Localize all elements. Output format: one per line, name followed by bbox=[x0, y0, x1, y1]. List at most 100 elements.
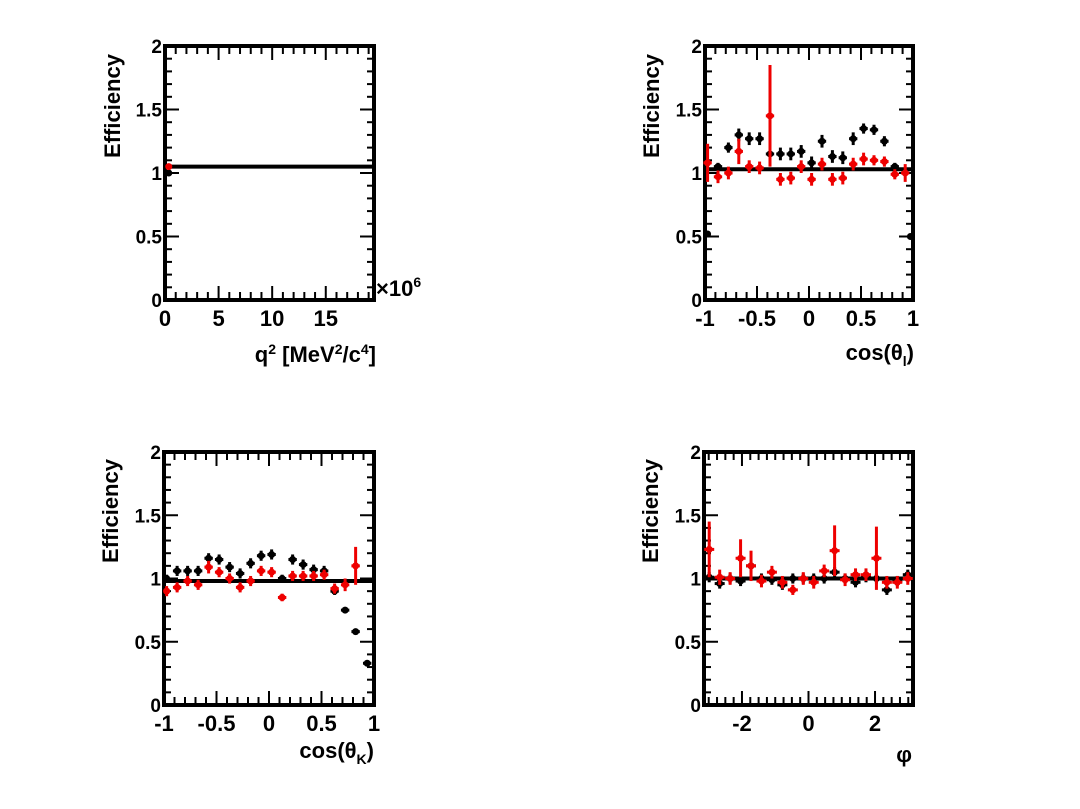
y-tick-label: 0 bbox=[690, 696, 701, 717]
y-tick-label: 0.5 bbox=[136, 228, 163, 249]
black-data-point bbox=[256, 550, 266, 561]
x-tick-label: 0 bbox=[803, 306, 815, 331]
y-tick-label: 1 bbox=[690, 570, 701, 591]
marker bbox=[880, 137, 888, 145]
marker bbox=[831, 547, 839, 555]
marker bbox=[268, 550, 276, 558]
black-data-point bbox=[235, 568, 245, 579]
plot-frame bbox=[162, 450, 376, 707]
y-tick-label: 2 bbox=[150, 443, 161, 464]
marker bbox=[205, 554, 213, 562]
y-tick-label: 0 bbox=[151, 291, 162, 312]
black-data-point bbox=[277, 574, 287, 583]
x-tick-label: 1 bbox=[907, 306, 919, 331]
red-data-point bbox=[714, 569, 725, 585]
marker bbox=[257, 567, 265, 575]
marker bbox=[247, 577, 255, 585]
x-tick-label: -2 bbox=[732, 711, 752, 736]
marker bbox=[839, 174, 847, 182]
x-tick-label: -0.5 bbox=[198, 711, 236, 736]
red-data-point bbox=[901, 164, 910, 182]
marker bbox=[901, 169, 909, 177]
marker bbox=[320, 571, 328, 579]
marker bbox=[776, 175, 784, 183]
marker bbox=[872, 554, 880, 562]
red-data-point bbox=[319, 569, 329, 580]
black-data-point bbox=[849, 132, 858, 146]
red-data-point bbox=[298, 570, 308, 582]
marker bbox=[716, 573, 724, 581]
marker bbox=[789, 586, 797, 594]
black-data-point bbox=[786, 147, 795, 161]
red-data-point bbox=[786, 171, 795, 185]
x-tick-label: -1 bbox=[154, 711, 174, 736]
marker bbox=[787, 150, 795, 158]
y-axis-title: Efficiency bbox=[638, 458, 663, 563]
marker bbox=[289, 556, 297, 564]
marker bbox=[852, 578, 860, 586]
red-data-point bbox=[165, 163, 173, 171]
marker bbox=[215, 556, 223, 564]
black-data-point bbox=[246, 558, 255, 569]
marker bbox=[163, 575, 171, 582]
marker bbox=[852, 571, 860, 579]
marker bbox=[893, 578, 901, 586]
red-data-point bbox=[724, 166, 733, 180]
marker bbox=[714, 173, 722, 181]
y-tick-label: 0.5 bbox=[135, 633, 162, 654]
red-data-point bbox=[163, 586, 171, 597]
x-tick-label: 0 bbox=[802, 711, 814, 736]
red-data-point bbox=[204, 560, 213, 574]
marker bbox=[860, 155, 868, 163]
marker bbox=[808, 175, 816, 183]
red-data-point bbox=[797, 160, 806, 173]
marker bbox=[205, 563, 213, 571]
marker bbox=[341, 606, 349, 614]
black-data-point bbox=[704, 230, 712, 238]
red-data-point bbox=[817, 157, 827, 171]
red-data-point bbox=[807, 173, 816, 186]
red-data-point bbox=[798, 572, 809, 585]
y-tick-label: 1.5 bbox=[676, 101, 703, 122]
black-data-point bbox=[869, 124, 879, 135]
black-data-point bbox=[745, 132, 754, 146]
black-data-point bbox=[906, 233, 914, 240]
y-tick-label: 1.5 bbox=[136, 101, 163, 122]
red-data-point bbox=[340, 578, 350, 592]
black-data-point bbox=[797, 145, 806, 158]
marker bbox=[299, 572, 307, 580]
red-data-point bbox=[828, 173, 837, 186]
red-data-point bbox=[850, 568, 861, 582]
red-data-point bbox=[288, 570, 297, 582]
marker bbox=[724, 169, 732, 177]
y-tick-label: 1 bbox=[150, 570, 161, 591]
red-data-point bbox=[225, 573, 234, 584]
x-tick-label: 0.5 bbox=[306, 711, 337, 736]
red-data-point bbox=[869, 155, 879, 166]
black-data-point bbox=[214, 554, 224, 565]
marker bbox=[880, 158, 888, 166]
red-data-point bbox=[838, 171, 847, 185]
plot-area: 0 5 10 15 0 0.5 1 1.5 2 bbox=[136, 37, 376, 331]
marker bbox=[165, 169, 173, 177]
y-tick-label: 2 bbox=[691, 37, 702, 58]
red-data-point bbox=[819, 564, 830, 578]
marker bbox=[363, 659, 371, 667]
x-tick-label: 15 bbox=[314, 306, 338, 331]
red-data-point bbox=[829, 525, 840, 576]
red-data-point bbox=[351, 546, 360, 585]
x-axis-title: cos(θl) bbox=[846, 340, 914, 369]
panel-cos-theta-l: Efficiency -1 -0.5 0 0.5 1 0 0.5 1 1.5 2 cos(θl) bbox=[639, 37, 919, 369]
marker bbox=[735, 147, 743, 155]
marker bbox=[776, 150, 784, 158]
marker bbox=[352, 562, 360, 570]
marker bbox=[165, 163, 173, 171]
marker bbox=[352, 628, 360, 636]
red-data-point bbox=[172, 582, 182, 593]
black-data-point bbox=[755, 132, 764, 146]
plot-frame bbox=[163, 44, 376, 302]
x-axis-title: cos(θK) bbox=[299, 738, 374, 767]
red-data-point bbox=[256, 565, 266, 576]
red-data-point bbox=[267, 567, 276, 578]
red-data-point bbox=[734, 138, 743, 165]
